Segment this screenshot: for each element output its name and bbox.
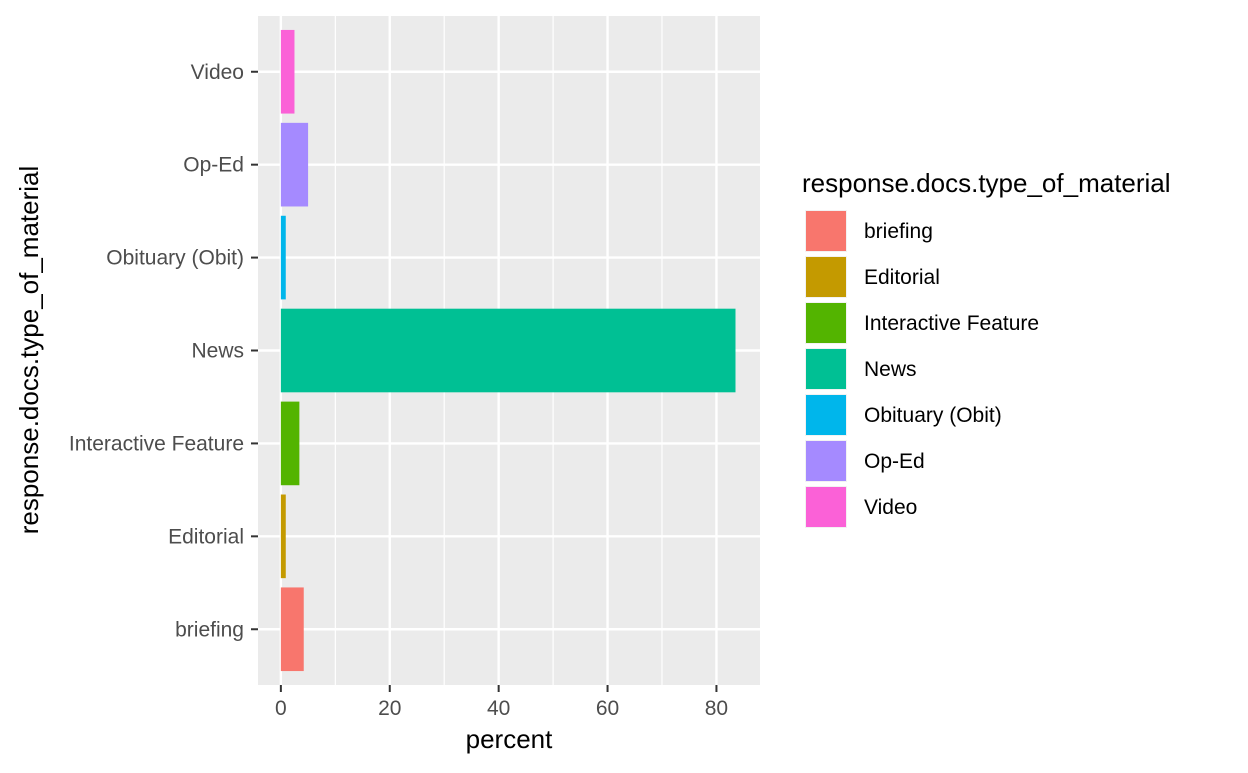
- bars: [280, 29, 736, 672]
- legend-swatch: [806, 257, 846, 297]
- legend-swatch: [806, 349, 846, 389]
- legend-swatch: [806, 211, 846, 251]
- bar-news: [280, 308, 736, 393]
- legend-label: Obituary (Obit): [864, 404, 1002, 427]
- y-tick-label: News: [191, 340, 244, 363]
- legend-swatch: [806, 303, 846, 343]
- y-tick-label: Op-Ed: [183, 154, 244, 177]
- x-tick-label: 80: [705, 697, 728, 720]
- legend-swatch: [806, 441, 846, 481]
- y-axis-title: response.docs.type_of_material: [14, 166, 44, 535]
- legend-label: Op-Ed: [864, 450, 925, 473]
- bar-op-ed: [280, 122, 309, 207]
- x-tick-label: 60: [596, 697, 619, 720]
- y-tick-label: Video: [191, 61, 244, 84]
- x-axis-title: percent: [466, 724, 553, 754]
- legend-swatch: [806, 487, 846, 527]
- x-tick-label: 40: [487, 697, 510, 720]
- bar-interactive-feature: [280, 401, 300, 486]
- y-tick-label: Editorial: [168, 525, 244, 548]
- legend: briefing Editorial Interactive Feature News…: [805, 210, 1039, 528]
- legend-label: briefing: [864, 220, 933, 243]
- bar-editorial: [280, 494, 286, 579]
- y-tick-label: briefing: [175, 618, 244, 641]
- y-tick-label: Interactive Feature: [69, 432, 244, 455]
- legend-label: Video: [864, 496, 917, 519]
- bar-obituary-obit: [280, 215, 286, 300]
- bar-briefing: [280, 587, 304, 672]
- y-axis: briefing Editorial Interactive Feature News…: [69, 61, 258, 641]
- legend-label: Interactive Feature: [864, 312, 1039, 335]
- x-axis: 0 20 40 60 80: [275, 685, 728, 720]
- x-tick-label: 20: [378, 697, 401, 720]
- legend-label: News: [864, 358, 917, 381]
- x-tick-label: 0: [275, 697, 287, 720]
- legend-title: response.docs.type_of_material: [802, 168, 1171, 198]
- legend-label: Editorial: [864, 266, 940, 289]
- bar-video: [280, 29, 295, 114]
- major-gridlines: [258, 16, 760, 685]
- legend-swatch: [806, 395, 846, 435]
- y-tick-label: Obituary (Obit): [106, 247, 244, 270]
